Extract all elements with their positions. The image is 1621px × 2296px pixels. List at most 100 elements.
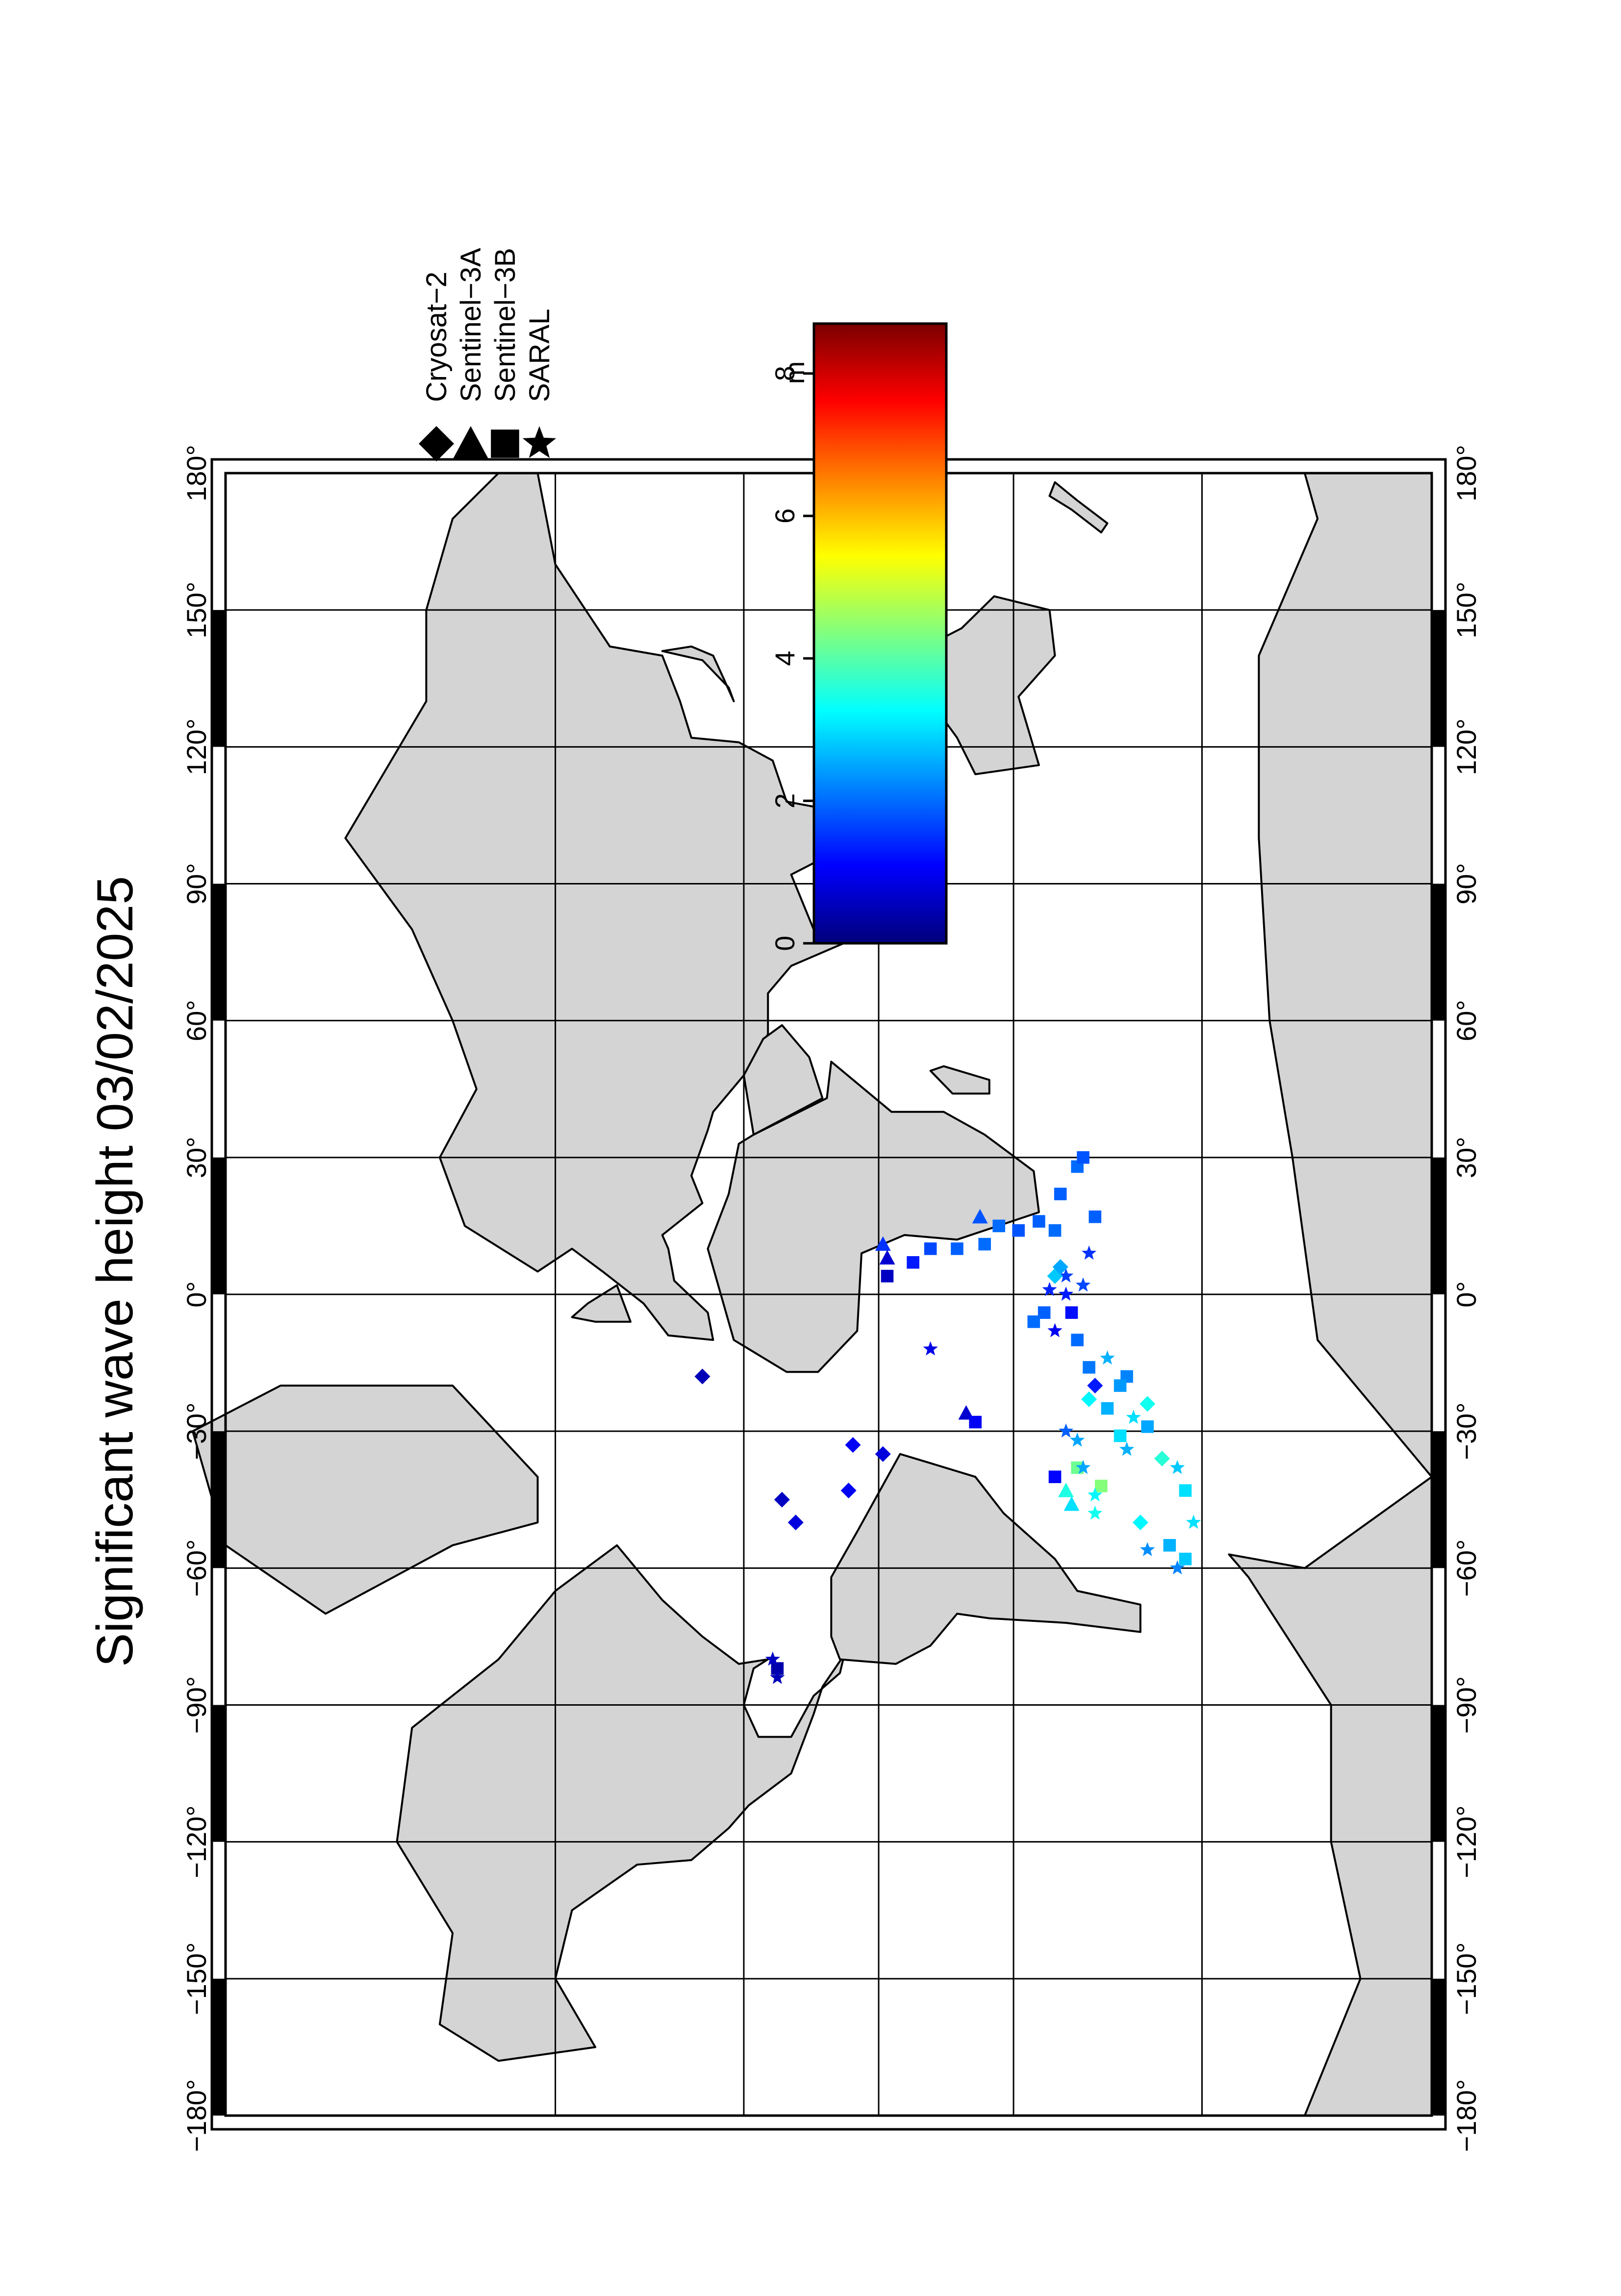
lon-tick-label-left: 90° bbox=[181, 863, 212, 905]
observation-star-marker bbox=[1169, 1460, 1185, 1474]
observation-square-marker bbox=[1048, 1470, 1062, 1484]
lon-tick-label-left: −150° bbox=[181, 1943, 212, 2016]
observation-star-marker bbox=[1140, 1542, 1155, 1557]
frame-tick-band bbox=[1432, 1705, 1445, 1842]
lon-tick-label-right: 180° bbox=[1451, 445, 1482, 502]
observation-square-marker bbox=[1141, 1420, 1154, 1433]
observation-star-marker bbox=[1119, 1441, 1135, 1456]
observation-diamond-marker bbox=[840, 1483, 857, 1499]
land-europe-asia bbox=[344, 472, 845, 1341]
observation-square-marker bbox=[924, 1242, 937, 1255]
observation-diamond-marker bbox=[1087, 1378, 1103, 1394]
observation-diamond-marker bbox=[1154, 1451, 1170, 1466]
observation-diamond-marker bbox=[1140, 1396, 1156, 1412]
lon-tick-label-left: 60° bbox=[181, 1000, 212, 1041]
legend-label: Sentinel−3A bbox=[455, 248, 487, 402]
observation-star-marker bbox=[923, 1341, 938, 1356]
colorbar-ticks: 8 6 4 2 0 bbox=[769, 366, 814, 951]
lon-tick-label-right: −180° bbox=[1451, 2079, 1482, 2152]
frame-tick-band bbox=[1432, 610, 1445, 747]
lon-tick-label-right: −120° bbox=[1451, 1805, 1482, 1878]
observation-star-marker bbox=[1047, 1323, 1063, 1337]
observation-square-marker bbox=[1114, 1429, 1127, 1442]
observation-square-marker bbox=[1163, 1539, 1176, 1552]
lon-tick-label-left: −120° bbox=[181, 1805, 212, 1878]
frame-tick-band bbox=[1432, 1431, 1445, 1568]
observation-square-marker bbox=[1065, 1306, 1078, 1319]
colorbar-gradient bbox=[812, 322, 948, 945]
observation-square-marker bbox=[881, 1269, 894, 1283]
legend-label: SARAL bbox=[524, 309, 556, 402]
observation-square-marker bbox=[1012, 1224, 1025, 1237]
lon-tick-label-left: 180° bbox=[181, 445, 212, 502]
observation-square-marker bbox=[1077, 1151, 1089, 1164]
observation-triangle-marker bbox=[1058, 1483, 1074, 1497]
observation-square-marker bbox=[992, 1219, 1006, 1233]
observation-star-marker bbox=[770, 1669, 785, 1684]
observation-square-marker bbox=[1101, 1402, 1114, 1415]
observation-star-marker bbox=[1126, 1410, 1141, 1424]
observation-square-marker bbox=[1038, 1306, 1051, 1319]
lon-tick-label-right: −150° bbox=[1451, 1943, 1482, 2016]
colorbar-tick-label: 8 bbox=[769, 366, 800, 381]
lon-tick-label-left: −60° bbox=[181, 1539, 212, 1597]
observation-square-marker bbox=[1027, 1315, 1040, 1328]
lon-tick-label-right: 0° bbox=[1451, 1281, 1482, 1308]
satellite-legend: Cryosat−2 Sentinel−3A Sentinel−3B SARAL bbox=[419, 248, 557, 461]
frame-tick-band bbox=[1432, 1978, 1445, 2116]
observation-star-marker bbox=[1058, 1423, 1074, 1438]
land-madagascar bbox=[929, 1065, 990, 1095]
lon-tick-label-left: 150° bbox=[181, 581, 212, 638]
lon-tick-label-right: 120° bbox=[1451, 718, 1482, 775]
observation-star-marker bbox=[1075, 1277, 1091, 1292]
observation-star-marker bbox=[1042, 1282, 1057, 1296]
observation-square-marker bbox=[1094, 1480, 1108, 1492]
colorbar-tick-label: 0 bbox=[769, 935, 800, 951]
observation-square-marker bbox=[1089, 1211, 1102, 1223]
lon-tick-label-right: 60° bbox=[1451, 1000, 1482, 1041]
observation-star-marker bbox=[1058, 1287, 1074, 1301]
frame-tick-band bbox=[212, 1431, 226, 1568]
land-new-zealand bbox=[1048, 481, 1109, 533]
observations bbox=[694, 1151, 1201, 1684]
observation-square-marker bbox=[1179, 1484, 1192, 1497]
lon-tick-label-left: −30° bbox=[181, 1402, 212, 1460]
lon-tick-label-right: 90° bbox=[1451, 863, 1482, 905]
observation-triangle-marker bbox=[875, 1236, 891, 1251]
observation-star-marker bbox=[765, 1651, 781, 1666]
observation-square-marker bbox=[1054, 1187, 1067, 1201]
observation-triangle-marker bbox=[879, 1250, 895, 1265]
square-icon bbox=[491, 429, 519, 458]
observation-diamond-marker bbox=[787, 1514, 804, 1531]
observation-star-marker bbox=[1069, 1432, 1085, 1447]
colorbar-tick-label: 4 bbox=[769, 651, 800, 666]
observation-star-marker bbox=[1169, 1560, 1185, 1575]
observation-square-marker bbox=[1033, 1215, 1045, 1228]
lon-tick-label-left: −180° bbox=[181, 2079, 212, 2152]
observation-star-marker bbox=[1186, 1514, 1201, 1529]
observation-square-marker bbox=[1048, 1224, 1062, 1237]
frame-tick-band bbox=[212, 1978, 226, 2116]
observation-star-marker bbox=[1100, 1350, 1115, 1365]
observation-star-marker bbox=[1058, 1268, 1074, 1283]
observation-diamond-marker bbox=[845, 1437, 861, 1453]
observation-square-marker bbox=[1083, 1361, 1095, 1374]
lon-tick-label-left: 30° bbox=[181, 1136, 212, 1178]
observation-star-marker bbox=[1081, 1245, 1097, 1260]
star-icon bbox=[522, 426, 557, 458]
lon-tick-label-right: 150° bbox=[1451, 581, 1482, 638]
observation-square-marker bbox=[978, 1237, 991, 1251]
frame-tick-band bbox=[1432, 883, 1445, 1021]
land-greenland bbox=[191, 1385, 539, 1615]
observation-triangle-marker bbox=[1064, 1496, 1080, 1511]
lon-tick-label-right: 30° bbox=[1451, 1136, 1482, 1178]
observation-triangle-marker bbox=[972, 1209, 988, 1224]
frame-tick-band bbox=[1432, 1157, 1445, 1294]
land-north-america bbox=[396, 1544, 845, 2062]
observation-diamond-marker bbox=[774, 1491, 790, 1508]
lon-tick-label-left: −90° bbox=[181, 1676, 212, 1734]
longitude-ticks: −180° −180° −150° −150° −120° −120° −90° −90° −6… bbox=[181, 445, 1482, 2152]
triangle-left-icon bbox=[453, 426, 488, 459]
